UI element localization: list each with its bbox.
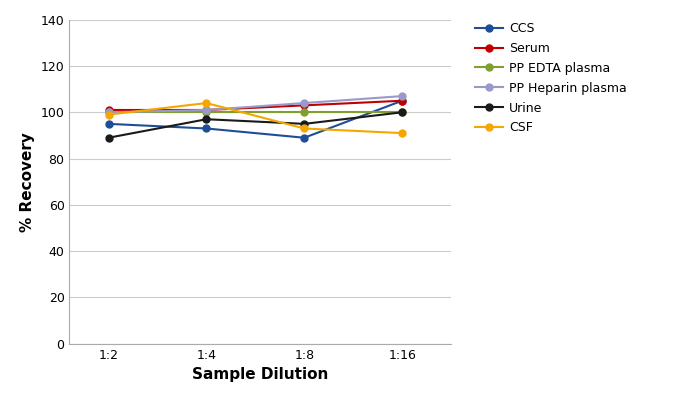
Legend: CCS, Serum, PP EDTA plasma, PP Heparin plasma, Urine, CSF: CCS, Serum, PP EDTA plasma, PP Heparin p…	[473, 19, 629, 137]
Serum	[104, 107, 112, 112]
CCS	[398, 98, 406, 103]
CSF	[202, 101, 210, 105]
Line: Serum: Serum	[105, 97, 405, 113]
X-axis label: Sample Dilution: Sample Dilution	[192, 367, 328, 382]
Line: CSF: CSF	[105, 100, 405, 137]
Serum	[398, 98, 406, 103]
CSF	[398, 131, 406, 135]
PP EDTA plasma	[300, 110, 308, 115]
PP Heparin plasma	[104, 110, 112, 115]
CSF	[104, 112, 112, 117]
PP Heparin plasma	[398, 94, 406, 98]
PP EDTA plasma	[202, 110, 210, 115]
PP EDTA plasma	[104, 110, 112, 115]
CCS	[300, 135, 308, 140]
Line: PP EDTA plasma: PP EDTA plasma	[105, 109, 405, 116]
Line: CCS: CCS	[105, 97, 405, 141]
Urine	[300, 122, 308, 126]
PP Heparin plasma	[300, 101, 308, 105]
Urine	[398, 110, 406, 115]
Serum	[202, 107, 210, 112]
PP Heparin plasma	[202, 107, 210, 112]
Urine	[104, 135, 112, 140]
Urine	[202, 117, 210, 122]
CCS	[202, 126, 210, 131]
CSF	[300, 126, 308, 131]
CCS	[104, 122, 112, 126]
Y-axis label: % Recovery: % Recovery	[20, 132, 35, 231]
PP EDTA plasma	[398, 110, 406, 115]
Line: PP Heparin plasma: PP Heparin plasma	[105, 92, 405, 116]
Line: Urine: Urine	[105, 109, 405, 141]
Serum	[300, 103, 308, 108]
